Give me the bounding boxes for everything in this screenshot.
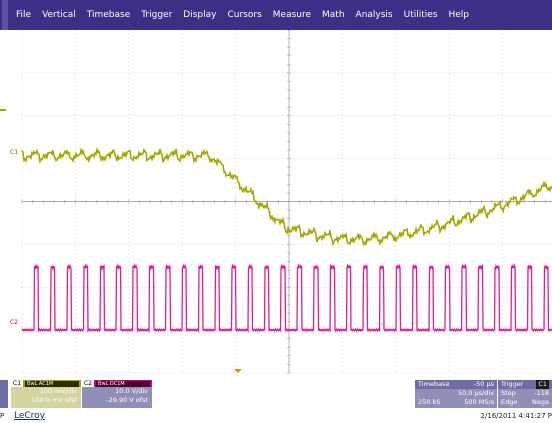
channel2-name: C2 <box>82 380 95 387</box>
trigger-type: Edge <box>501 398 518 406</box>
timebase-descriptor[interactable]: Timebase -50 µs 50.0 µs/div 250 kS 500 M… <box>415 380 497 408</box>
trigger-level: -118 <box>534 389 549 397</box>
trigger-label: Trigger <box>501 380 524 388</box>
channel1-name: C1 <box>11 380 24 387</box>
menu-vertical[interactable]: Vertical <box>42 10 76 20</box>
graticule <box>0 30 552 374</box>
menu-timebase[interactable]: Timebase <box>86 10 131 20</box>
left-strip-text: P <box>0 412 5 420</box>
channel2-offset: -29.90 V ofst <box>106 396 148 404</box>
timebase-rate: 500 MS/s <box>464 398 494 406</box>
menu-left-tab[interactable] <box>2 0 8 30</box>
channel1-offset: 100.0 mV ofst <box>31 396 77 404</box>
menu-bar: File Vertical Timebase Trigger Display C… <box>0 0 552 30</box>
left-strip: P <box>0 376 10 423</box>
lecroy-logo: LeCroy <box>14 411 46 421</box>
channel1-vdiv: 100 mV/div <box>39 387 77 395</box>
menu-trigger[interactable]: Trigger <box>141 10 173 20</box>
channel1-descriptor[interactable]: C1 BwL AC1M 100 mV/div 100.0 mV ofst <box>11 380 81 408</box>
menu-cursors[interactable]: Cursors <box>227 10 262 20</box>
menu-file[interactable]: File <box>16 10 32 20</box>
channel1-trace <box>21 146 552 247</box>
menu-utilities[interactable]: Utilities <box>403 10 438 20</box>
channel2-vdiv: 10.0 V/div <box>115 387 148 395</box>
info-panel: P C1 BwL AC1M 100 mV/div 100.0 mV ofst C… <box>0 376 552 423</box>
timebase-samples: 250 kS <box>418 398 441 406</box>
trigger-channel: C1 <box>536 380 549 389</box>
channel2-descriptor[interactable]: C2 BwL DC1M 10.0 V/div -29.90 V ofst <box>82 380 152 408</box>
menu-display[interactable]: Display <box>183 10 217 20</box>
menu-measure[interactable]: Measure <box>272 10 312 20</box>
trigger-descriptor[interactable]: Trigger C1 Stop -118 Edge Nega <box>498 380 552 408</box>
timebase-label: Timebase <box>418 380 450 388</box>
menu-math[interactable]: Math <box>322 10 345 20</box>
timebase-delay: -50 µs <box>473 380 494 388</box>
c1-marker-label: C1 <box>10 149 19 156</box>
c2-marker-label: C2 <box>10 319 19 326</box>
trigger-slope: Nega <box>532 398 549 406</box>
timebase-tdiv: 50.0 µs/div <box>457 389 494 397</box>
channel2-coupling: BwL DC1M <box>96 380 150 387</box>
left-tab[interactable] <box>0 380 8 408</box>
menu-analysis[interactable]: Analysis <box>355 10 393 20</box>
menu-help[interactable]: Help <box>448 10 470 20</box>
scope-display[interactable]: C1 C2 <box>0 30 552 376</box>
channel2-trace <box>21 263 552 334</box>
channel1-coupling: BwL AC1M <box>25 380 79 387</box>
trigger-position-marker <box>234 369 242 373</box>
trigger-mode: Stop <box>501 389 516 397</box>
timestamp: 2/16/2011 4:41:27 P <box>480 412 552 420</box>
